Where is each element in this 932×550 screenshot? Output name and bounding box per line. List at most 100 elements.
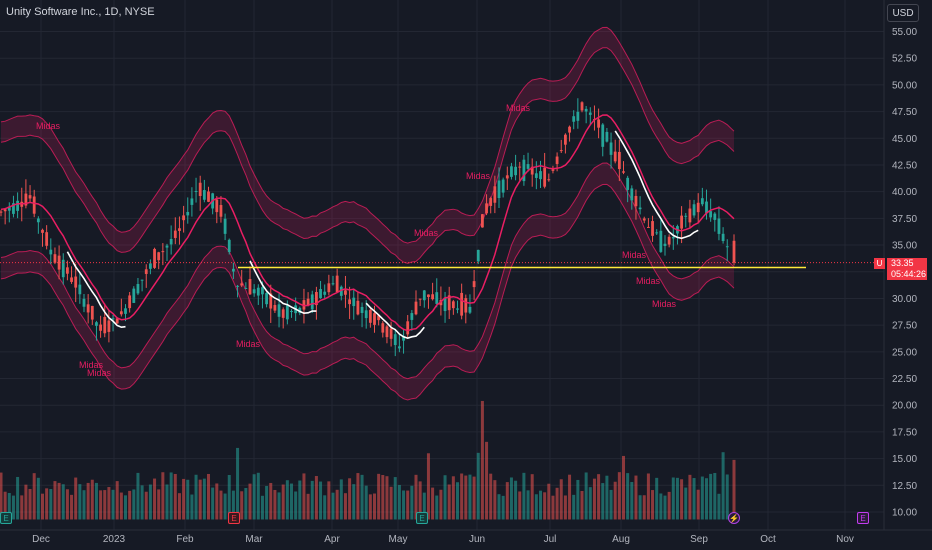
candle-body <box>45 232 49 246</box>
candle-body <box>634 195 638 207</box>
time-axis[interactable]: Dec 2023 Feb Mar Apr May Jun Jul Aug Sep Oct Nov <box>0 529 932 545</box>
candle-body <box>49 249 53 255</box>
x-tick-label: Apr <box>324 534 340 545</box>
volume-bar <box>568 474 572 520</box>
volume-bar <box>256 472 260 520</box>
candle-body <box>144 269 148 274</box>
volume-bar <box>522 472 526 520</box>
candle-body <box>315 292 318 306</box>
candle-body <box>28 195 32 199</box>
candle-body <box>530 166 534 175</box>
candle-body <box>107 320 111 332</box>
candle-body <box>165 245 169 248</box>
volume-bar <box>534 494 538 520</box>
candle-body <box>169 238 173 245</box>
earnings-past-marker[interactable]: E <box>228 512 240 524</box>
candle-body <box>667 236 671 245</box>
candle-body <box>622 171 625 173</box>
volume-bar <box>132 489 136 520</box>
candle-body <box>485 203 488 214</box>
midas-line-white <box>249 260 317 315</box>
candle-body <box>373 313 376 325</box>
volume-bar <box>161 472 165 520</box>
symbol-badge: U <box>874 258 885 269</box>
volume-bar <box>468 474 472 520</box>
volume-bar <box>559 479 563 520</box>
candle-body <box>522 159 526 182</box>
candle-body <box>518 166 522 168</box>
volume-bar <box>348 478 352 520</box>
volume-bar <box>207 473 210 520</box>
x-tick-label: 2023 <box>103 534 126 545</box>
volume-bar <box>659 493 663 520</box>
volume-bar <box>418 481 422 520</box>
candle-body <box>489 198 493 206</box>
candle-body <box>688 208 692 223</box>
candle-body <box>132 288 136 303</box>
volume-bar <box>422 492 426 520</box>
candle-body <box>559 150 563 152</box>
volume-bar <box>630 482 634 520</box>
volume-bar <box>675 477 679 520</box>
volume-bar <box>0 472 3 520</box>
lower-band-edge-b <box>0 183 735 401</box>
volume-bar <box>244 488 248 520</box>
currency-button[interactable]: USD <box>887 4 919 22</box>
volume-bar <box>3 491 7 520</box>
volume-bar <box>94 482 98 520</box>
volume-bar <box>451 476 455 520</box>
volume-bar <box>339 479 343 520</box>
volume-bar <box>319 481 323 520</box>
candle-body <box>638 207 642 210</box>
volume-bar <box>709 473 713 520</box>
split-marker[interactable]: ⚡ <box>728 512 740 524</box>
candle-body <box>281 309 285 318</box>
earnings-marker[interactable]: E <box>0 512 12 524</box>
volume-bar <box>547 483 551 520</box>
candle-body <box>543 167 547 187</box>
volume-bar <box>626 473 630 520</box>
candle-body <box>285 305 289 320</box>
volume-bar <box>252 474 256 520</box>
volume-bar <box>476 452 480 520</box>
volume-bar <box>713 472 717 520</box>
candle-body <box>327 283 331 293</box>
volume-bar <box>194 474 198 520</box>
upper-band <box>1 27 734 264</box>
candle-body <box>505 175 509 179</box>
volume-bar <box>381 475 385 520</box>
midas-label: Midas <box>652 299 677 309</box>
volume-bar <box>119 492 123 520</box>
volume-bar <box>7 492 11 520</box>
volume-bar <box>460 473 464 520</box>
candle-body <box>16 200 19 211</box>
earnings-marker[interactable]: E <box>416 512 428 524</box>
volume-bar <box>360 474 364 520</box>
upper-band-edge-a <box>0 26 735 244</box>
candle-body <box>115 318 119 324</box>
y-tick-label: 22.50 <box>892 374 917 385</box>
volume-bar <box>16 476 20 520</box>
volume-bar <box>671 477 675 520</box>
candle-body <box>61 259 65 278</box>
y-tick-label: 52.50 <box>892 54 917 65</box>
volume-bar <box>397 484 401 520</box>
candle-body <box>352 297 356 307</box>
volume-bar <box>505 482 509 520</box>
volume-bar <box>99 490 103 520</box>
volume-bar <box>74 477 78 520</box>
volume-bar <box>281 484 285 520</box>
volume-bar <box>53 481 57 520</box>
candle-body <box>684 215 688 217</box>
volume-bar <box>273 489 277 520</box>
candle-body <box>368 309 372 323</box>
volume-bar <box>480 400 484 520</box>
earnings-future-marker[interactable]: E <box>857 512 869 524</box>
price-axis[interactable]: 55.00 52.50 50.00 47.50 45.00 42.50 40.00 37.50… <box>883 0 917 530</box>
candle-body <box>717 218 721 234</box>
volume-bar <box>700 476 704 520</box>
candle-body <box>149 263 152 269</box>
volume-bar <box>497 494 501 520</box>
candle-body <box>161 251 165 253</box>
